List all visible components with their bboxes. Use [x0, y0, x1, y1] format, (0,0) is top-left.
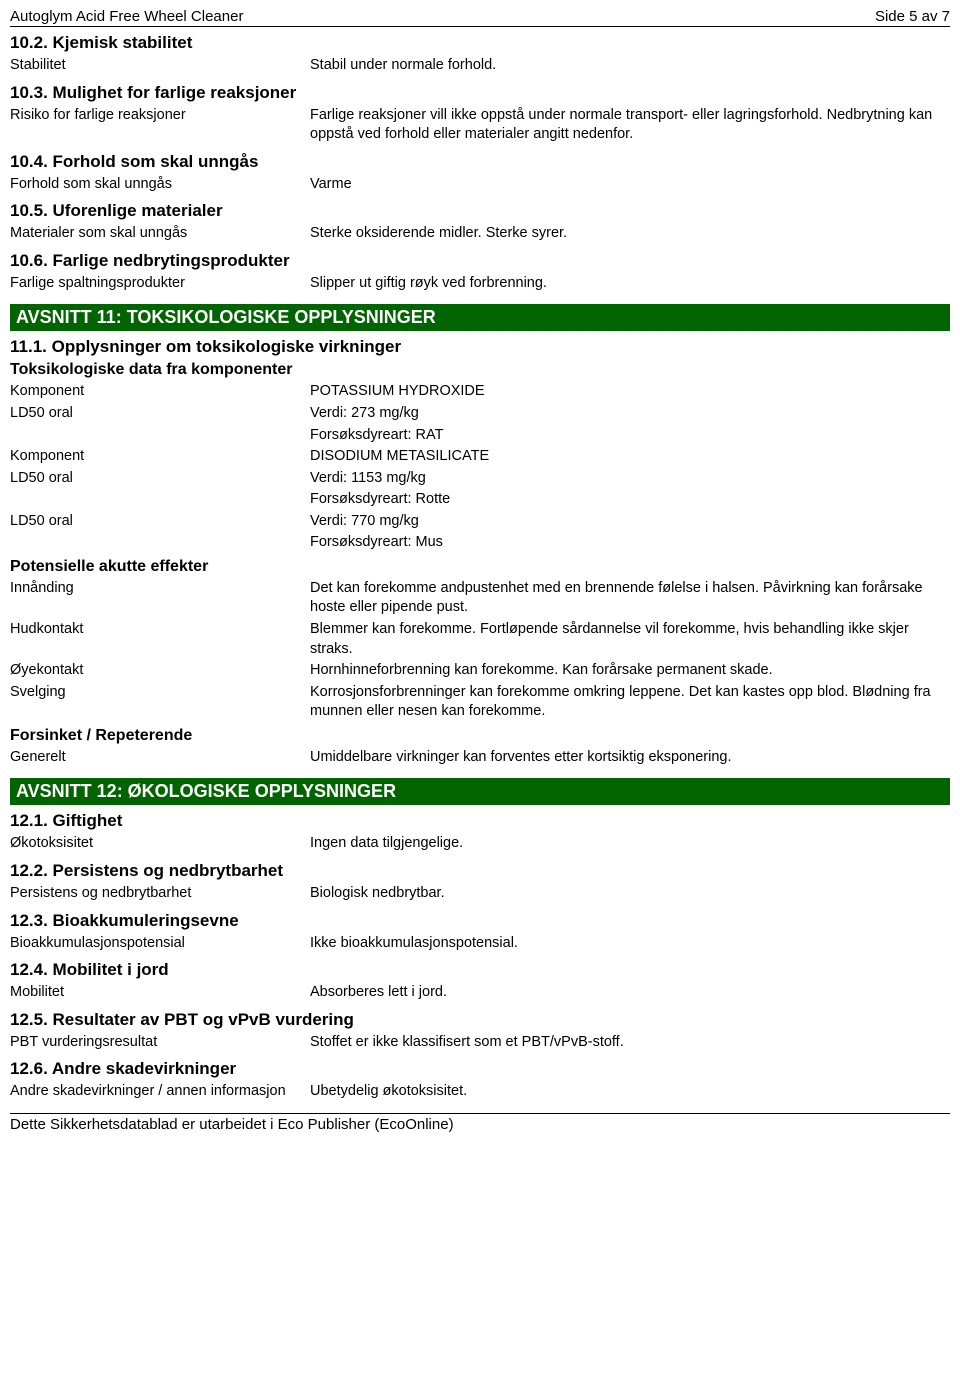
- kv-val: Varme: [310, 175, 950, 195]
- kv-row: Forsøksdyreart: Mus: [10, 532, 950, 554]
- kv-val: Biologisk nedbrytbar.: [310, 884, 950, 904]
- kv-key: Komponent: [10, 382, 310, 402]
- kv-row: LD50 oralVerdi: 770 mg/kg: [10, 511, 950, 533]
- kv-key: Bioakkumulasjonspotensial: [10, 934, 310, 954]
- kv-key: Øyekontakt: [10, 661, 310, 681]
- subheading-acute: Potensielle akutte effekter: [10, 558, 950, 576]
- kv-row: Stabilitet Stabil under normale forhold.: [10, 55, 950, 77]
- page-footer: Dette Sikkerhetsdatablad er utarbeidet i…: [10, 1113, 950, 1133]
- kv-val: Hornhinneforbrenning kan forekomme. Kan …: [310, 661, 950, 681]
- kv-val: Forsøksdyreart: Mus: [310, 533, 950, 553]
- heading-10-4: 10.4. Forhold som skal unngås: [10, 152, 950, 172]
- kv-row: Økotoksisitet Ingen data tilgjengelige.: [10, 833, 950, 855]
- kv-row: LD50 oralVerdi: 273 mg/kg: [10, 403, 950, 425]
- kv-val: Ikke bioakkumulasjonspotensial.: [310, 934, 950, 954]
- heading-12-5: 12.5. Resultater av PBT og vPvB vurderin…: [10, 1010, 950, 1030]
- section-banner-12: AVSNITT 12: ØKOLOGISKE OPPLYSNINGER: [10, 778, 950, 805]
- subheading-delayed: Forsinket / Repeterende: [10, 727, 950, 745]
- kv-row: Risiko for farlige reaksjoner Farlige re…: [10, 105, 950, 146]
- page-header: Autoglym Acid Free Wheel Cleaner Side 5 …: [10, 8, 950, 27]
- subheading-tox-data: Toksikologiske data fra komponenter: [10, 361, 950, 379]
- kv-val: Sterke oksiderende midler. Sterke syrer.: [310, 224, 950, 244]
- kv-key: Materialer som skal unngås: [10, 224, 310, 244]
- kv-row: Forsøksdyreart: Rotte: [10, 489, 950, 511]
- kv-val: POTASSIUM HYDROXIDE: [310, 382, 950, 402]
- heading-11-1: 11.1. Opplysninger om toksikologiske vir…: [10, 337, 950, 357]
- tox-data-rows: KomponentPOTASSIUM HYDROXIDELD50 oralVer…: [10, 381, 950, 554]
- kv-val: Slipper ut giftig røyk ved forbrenning.: [310, 274, 950, 294]
- kv-val: Stabil under normale forhold.: [310, 56, 950, 76]
- kv-val: Korrosjonsforbrenninger kan forekomme om…: [310, 683, 950, 722]
- kv-row: HudkontaktBlemmer kan forekomme. Fortløp…: [10, 619, 950, 660]
- kv-row: KomponentDISODIUM METASILICATE: [10, 446, 950, 468]
- heading-10-3: 10.3. Mulighet for farlige reaksjoner: [10, 83, 950, 103]
- kv-key: Innånding: [10, 579, 310, 599]
- heading-12-3: 12.3. Bioakkumuleringsevne: [10, 911, 950, 931]
- kv-row: Forhold som skal unngås Varme: [10, 174, 950, 196]
- kv-val: Forsøksdyreart: RAT: [310, 426, 950, 446]
- product-name: Autoglym Acid Free Wheel Cleaner: [10, 8, 243, 25]
- kv-row: Bioakkumulasjonspotensial Ikke bioakkumu…: [10, 933, 950, 955]
- kv-row: Forsøksdyreart: RAT: [10, 425, 950, 447]
- kv-key: LD50 oral: [10, 404, 310, 424]
- kv-row: Persistens og nedbrytbarhet Biologisk ne…: [10, 883, 950, 905]
- kv-row: Andre skadevirkninger / annen informasjo…: [10, 1081, 950, 1103]
- kv-val: Ubetydelig økotoksisitet.: [310, 1082, 950, 1102]
- kv-key: Generelt: [10, 748, 310, 768]
- kv-row: SvelgingKorrosjonsforbrenninger kan fore…: [10, 682, 950, 723]
- kv-val: Verdi: 770 mg/kg: [310, 512, 950, 532]
- kv-key: Forhold som skal unngås: [10, 175, 310, 195]
- kv-key: Komponent: [10, 447, 310, 467]
- heading-12-1: 12.1. Giftighet: [10, 811, 950, 831]
- kv-key: Økotoksisitet: [10, 834, 310, 854]
- kv-row: InnåndingDet kan forekomme andpustenhet …: [10, 578, 950, 619]
- kv-key: LD50 oral: [10, 512, 310, 532]
- kv-key: Andre skadevirkninger / annen informasjo…: [10, 1082, 310, 1102]
- page-number: Side 5 av 7: [875, 8, 950, 25]
- kv-val: Forsøksdyreart: Rotte: [310, 490, 950, 510]
- kv-val: Farlige reaksjoner vill ikke oppstå unde…: [310, 106, 950, 145]
- kv-val: Det kan forekomme andpustenhet med en br…: [310, 579, 950, 618]
- section-banner-11: AVSNITT 11: TOKSIKOLOGISKE OPPLYSNINGER: [10, 304, 950, 331]
- heading-10-2: 10.2. Kjemisk stabilitet: [10, 33, 950, 53]
- kv-key: Farlige spaltningsprodukter: [10, 274, 310, 294]
- kv-val: Stoffet er ikke klassifisert som et PBT/…: [310, 1033, 950, 1053]
- acute-rows: InnåndingDet kan forekomme andpustenhet …: [10, 578, 950, 723]
- heading-10-5: 10.5. Uforenlige materialer: [10, 201, 950, 221]
- kv-val: Ingen data tilgjengelige.: [310, 834, 950, 854]
- delayed-rows: GenereltUmiddelbare virkninger kan forve…: [10, 747, 950, 769]
- sds-page: Autoglym Acid Free Wheel Cleaner Side 5 …: [0, 0, 960, 1137]
- kv-row: PBT vurderingsresultat Stoffet er ikke k…: [10, 1032, 950, 1054]
- kv-row: Mobilitet Absorberes lett i jord.: [10, 982, 950, 1004]
- kv-val: Umiddelbare virkninger kan forventes ett…: [310, 748, 950, 768]
- heading-10-6: 10.6. Farlige nedbrytingsprodukter: [10, 251, 950, 271]
- kv-row: KomponentPOTASSIUM HYDROXIDE: [10, 381, 950, 403]
- kv-val: Absorberes lett i jord.: [310, 983, 950, 1003]
- kv-key: Risiko for farlige reaksjoner: [10, 106, 310, 126]
- kv-row: Materialer som skal unngås Sterke okside…: [10, 223, 950, 245]
- kv-val: Blemmer kan forekomme. Fortløpende sårda…: [310, 620, 950, 659]
- kv-key: Hudkontakt: [10, 620, 310, 640]
- heading-12-4: 12.4. Mobilitet i jord: [10, 960, 950, 980]
- kv-key: LD50 oral: [10, 469, 310, 489]
- kv-key: Svelging: [10, 683, 310, 703]
- kv-row: ØyekontaktHornhinneforbrenning kan forek…: [10, 660, 950, 682]
- heading-12-2: 12.2. Persistens og nedbrytbarhet: [10, 861, 950, 881]
- heading-12-6: 12.6. Andre skadevirkninger: [10, 1059, 950, 1079]
- kv-row: GenereltUmiddelbare virkninger kan forve…: [10, 747, 950, 769]
- kv-row: Farlige spaltningsprodukter Slipper ut g…: [10, 273, 950, 295]
- kv-val: DISODIUM METASILICATE: [310, 447, 950, 467]
- kv-val: Verdi: 1153 mg/kg: [310, 469, 950, 489]
- kv-key: Mobilitet: [10, 983, 310, 1003]
- kv-key: Stabilitet: [10, 56, 310, 76]
- kv-key: PBT vurderingsresultat: [10, 1033, 310, 1053]
- kv-key: Persistens og nedbrytbarhet: [10, 884, 310, 904]
- kv-row: LD50 oralVerdi: 1153 mg/kg: [10, 468, 950, 490]
- kv-val: Verdi: 273 mg/kg: [310, 404, 950, 424]
